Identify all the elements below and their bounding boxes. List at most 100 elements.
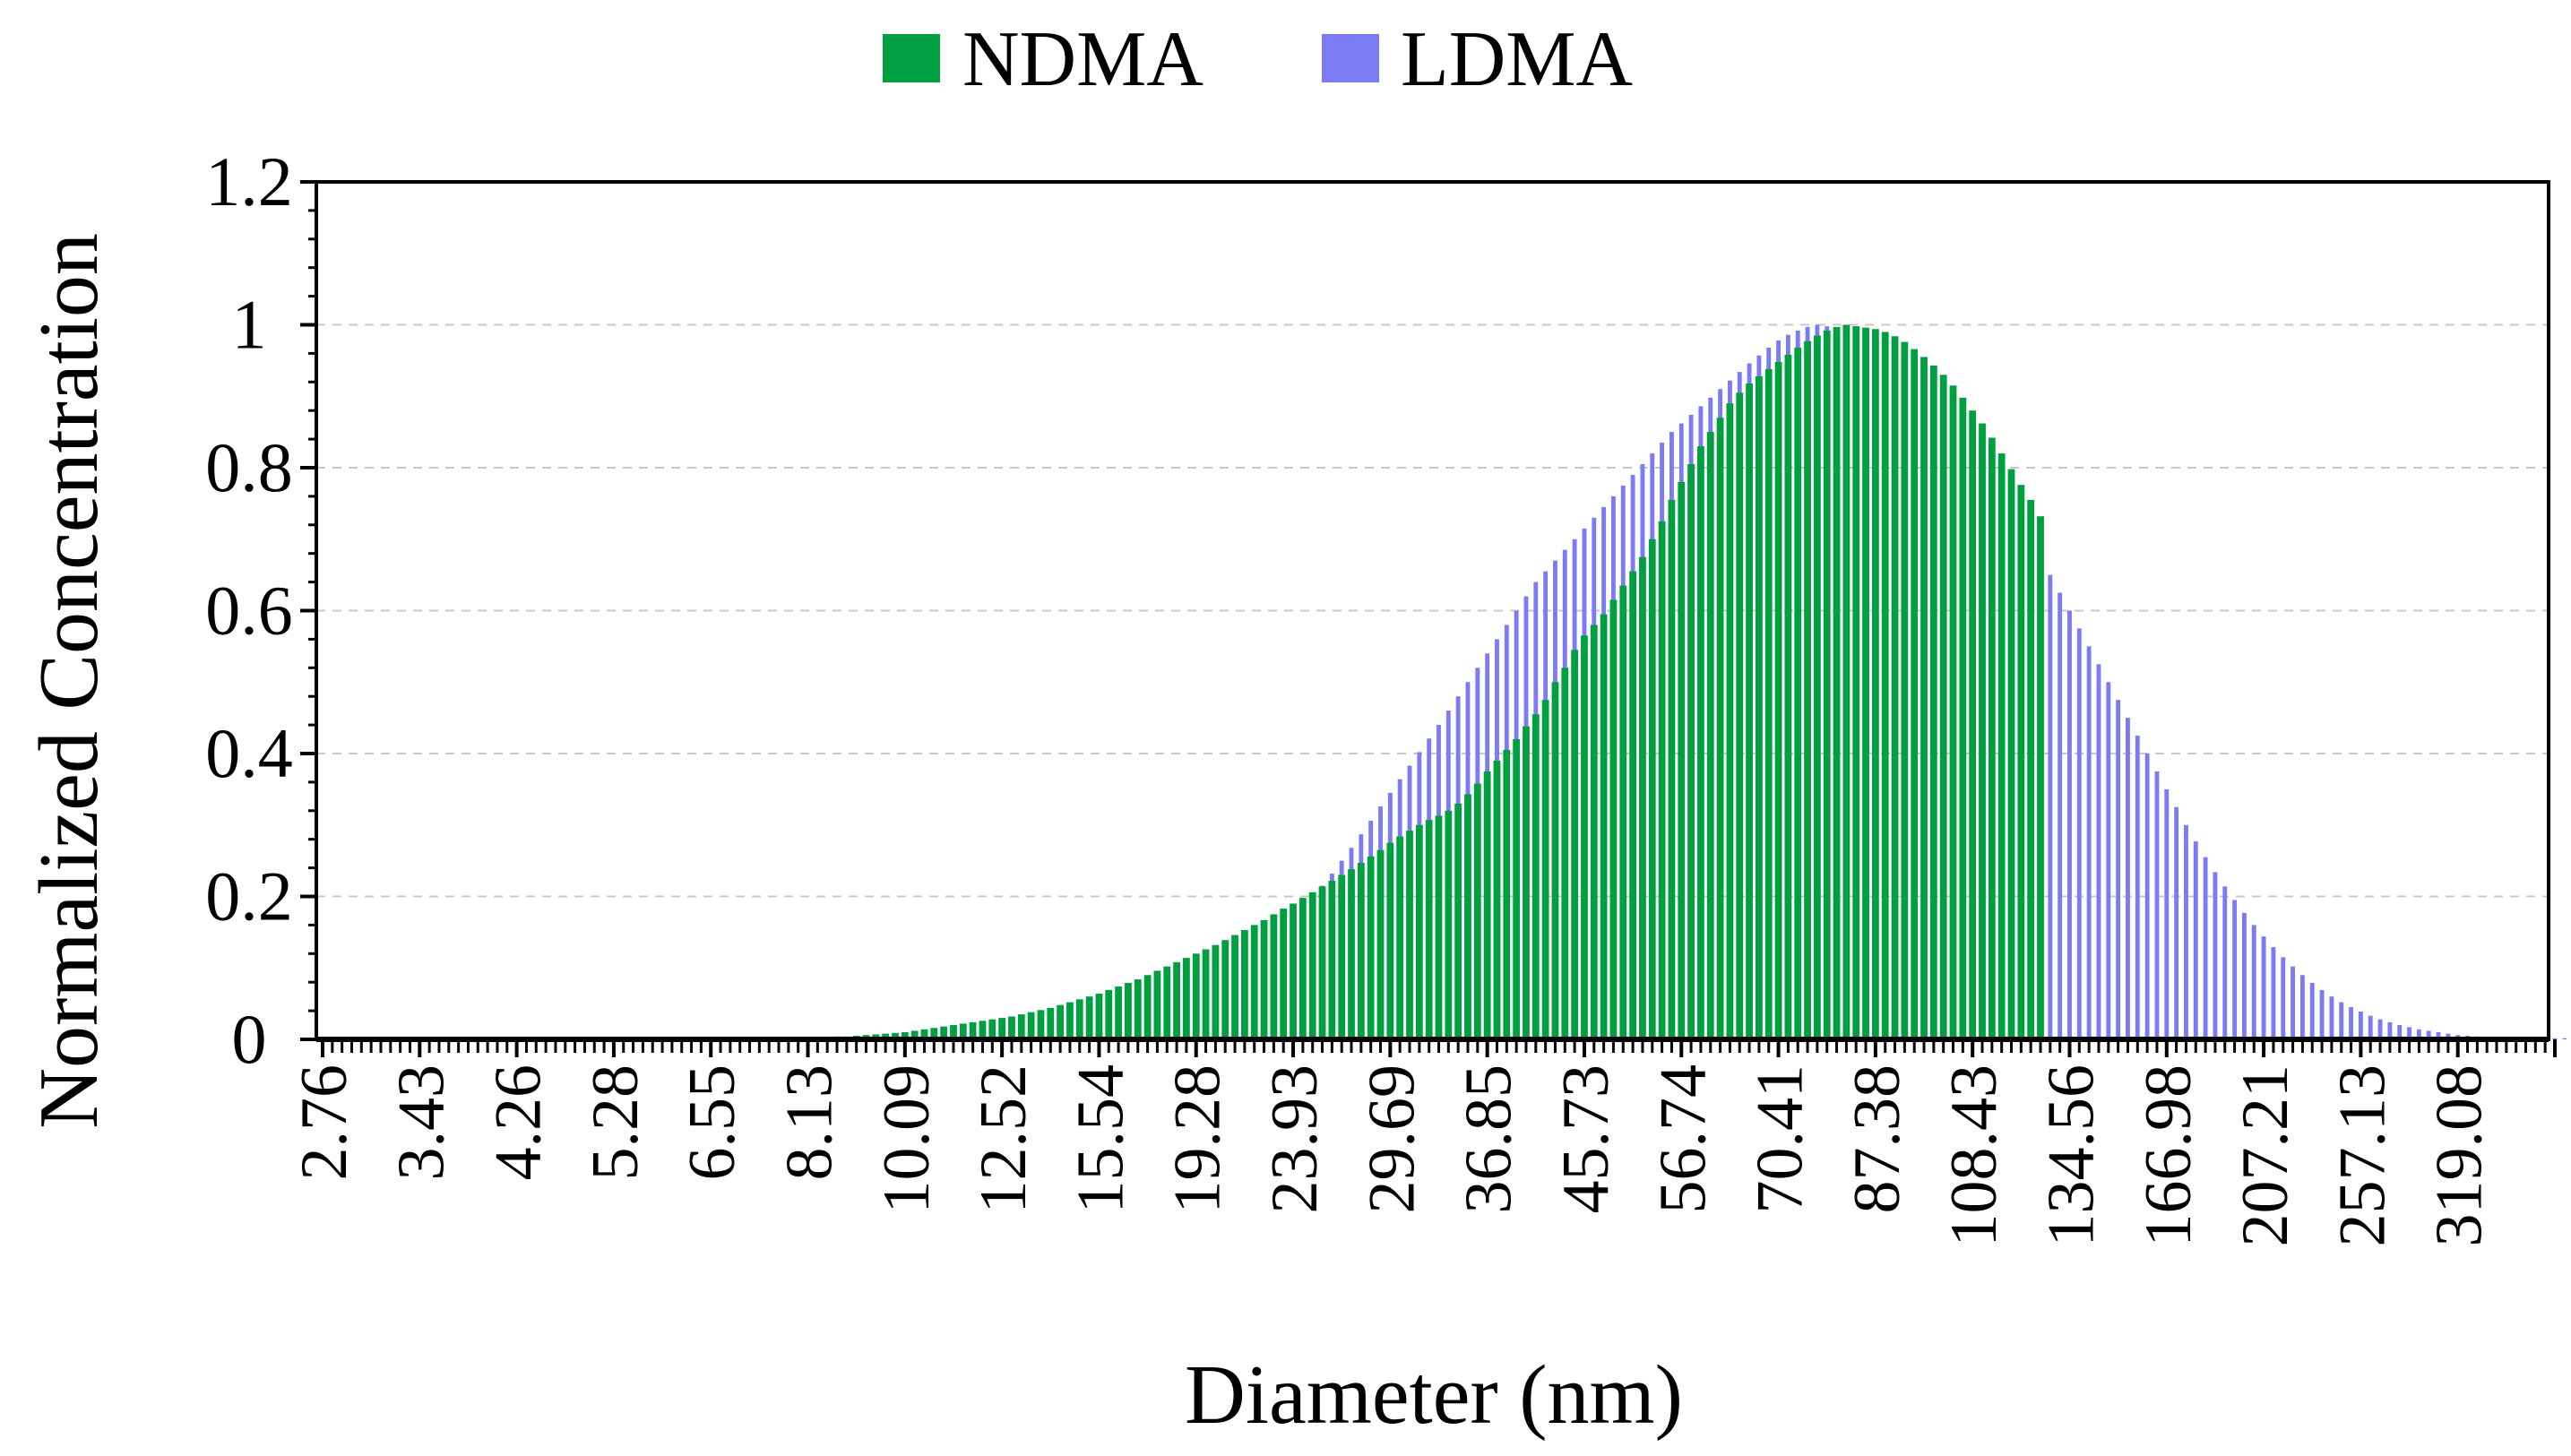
bar-ndma-177	[2037, 516, 2044, 1039]
bar-ldma-179	[2058, 592, 2063, 1039]
x-tick-label-15: 70.41	[1744, 1064, 1817, 1214]
bar-ndma-99	[1280, 909, 1288, 1039]
bar-ldma-215	[2407, 1027, 2411, 1039]
y-tick-label-6: 1.2	[205, 142, 293, 220]
bar-ldma-181	[2076, 628, 2082, 1039]
bar-ndma-76	[1057, 1004, 1065, 1039]
bar-ndma-82	[1115, 986, 1122, 1039]
bar-ldma-208	[2339, 1002, 2344, 1039]
x-tick-label-8: 15.54	[1064, 1064, 1137, 1214]
bar-ndma-112	[1406, 831, 1413, 1039]
bar-ldma-231	[2562, 1038, 2567, 1039]
bar-ldma-216	[2416, 1029, 2421, 1039]
bar-ndma-65	[950, 1025, 957, 1039]
bar-ndma-61	[910, 1030, 919, 1039]
x-tick-label-1: 3.43	[384, 1064, 458, 1181]
bar-ndma-146	[1736, 392, 1744, 1039]
bar-ldma-193	[2193, 841, 2198, 1039]
bar-ndma-116	[1445, 810, 1453, 1039]
bar-ndma-77	[1066, 1002, 1074, 1039]
bar-ndma-133	[1609, 599, 1618, 1039]
x-axis-ticks: 2.76 3.43 4.26 5.28 6.55 8.13 10.09 12.52 15.54 1…	[288, 1039, 2557, 1247]
bar-ldma-185	[2116, 700, 2121, 1039]
bar-ldma-213	[2387, 1021, 2393, 1039]
x-tick-label-0: 2.76	[288, 1064, 361, 1181]
x-tick-label-4: 6.55	[676, 1064, 749, 1181]
bar-ndma-137	[1648, 538, 1656, 1039]
bar-ndma-126	[1541, 700, 1549, 1039]
bars-ndma	[319, 324, 2044, 1040]
bar-ndma-106	[1348, 869, 1355, 1039]
x-tick-label-12: 36.85	[1453, 1064, 1526, 1214]
bar-ldma-207	[2329, 996, 2334, 1039]
bar-ndma-156	[1833, 326, 1841, 1039]
y-axis-ticks: 0 0.2 0.4 0.6 0.8 1 1.2	[205, 142, 316, 1078]
bar-ndma-139	[1668, 499, 1676, 1039]
bar-ndma-67	[969, 1021, 977, 1039]
bar-ndma-74	[1037, 1010, 1045, 1039]
x-axis-title: Diameter (nm)	[1185, 1348, 1683, 1442]
bar-ndma-115	[1435, 815, 1443, 1039]
bar-ndma-96	[1250, 925, 1258, 1039]
bar-ndma-136	[1639, 556, 1646, 1039]
bar-ndma-102	[1308, 892, 1316, 1039]
x-tick-label-7: 12.52	[967, 1064, 1040, 1214]
bar-ndma-154	[1813, 335, 1821, 1040]
x-tick-label-14: 56.74	[1646, 1064, 1720, 1214]
bar-ldma-180	[2067, 610, 2072, 1039]
bar-ndma-60	[901, 1032, 909, 1039]
bar-ndma-165	[1920, 357, 1928, 1039]
bar-ndma-164	[1911, 349, 1919, 1039]
legend: NDMA LDMA	[883, 16, 1633, 103]
bar-ndma-109	[1376, 849, 1385, 1039]
bar-ldma-183	[2096, 664, 2101, 1039]
bar-ndma-107	[1357, 863, 1365, 1039]
bar-ndma-75	[1047, 1007, 1055, 1039]
bar-ndma-66	[959, 1023, 967, 1039]
bar-ndma-160	[1871, 329, 1879, 1039]
bar-ndma-166	[1929, 365, 1937, 1040]
legend-swatch-ldma	[1322, 34, 1379, 82]
bar-ndma-157	[1842, 324, 1851, 1039]
bar-ndma-91	[1202, 949, 1210, 1039]
bar-ndma-69	[988, 1019, 996, 1039]
bar-ndma-173	[1997, 453, 2006, 1039]
bar-ndma-121	[1493, 760, 1501, 1039]
x-tick-label-11: 29.69	[1355, 1064, 1428, 1214]
gridlines	[316, 323, 2549, 898]
bar-ndma-110	[1386, 842, 1394, 1039]
bar-ndma-100	[1290, 903, 1297, 1039]
bar-ndma-170	[1969, 410, 1977, 1039]
bar-ndma-123	[1513, 739, 1521, 1039]
bar-ndma-58	[882, 1033, 890, 1039]
bar-ndma-147	[1746, 383, 1753, 1039]
bar-ndma-62	[920, 1029, 928, 1039]
bar-ndma-70	[998, 1018, 1006, 1039]
bar-ldma-204	[2299, 975, 2305, 1039]
bar-ndma-138	[1658, 521, 1666, 1039]
y-tick-label-3: 0.6	[205, 572, 293, 650]
bar-ldma-230	[2552, 1038, 2558, 1039]
bar-ndma-88	[1173, 961, 1180, 1039]
bar-ndma-90	[1192, 953, 1200, 1039]
bar-ndma-148	[1756, 375, 1763, 1039]
bar-ldma-209	[2349, 1007, 2353, 1039]
bar-ndma-171	[1979, 423, 1986, 1039]
bar-ndma-101	[1298, 898, 1307, 1039]
bar-ndma-113	[1415, 824, 1423, 1039]
bar-ndma-172	[1988, 437, 1996, 1039]
y-tick-label-4: 0.8	[205, 428, 293, 506]
legend-swatch-ndma	[883, 34, 940, 82]
bar-ndma-92	[1212, 944, 1220, 1039]
x-tick-label-22: 319.08	[2423, 1064, 2497, 1247]
bar-ndma-131	[1590, 625, 1598, 1039]
bar-ndma-132	[1600, 614, 1608, 1039]
bar-ldma-187	[2135, 736, 2140, 1039]
y-axis-title: Normalized Concentration	[22, 233, 116, 1129]
bar-ldma-194	[2203, 857, 2208, 1039]
bar-ndma-143	[1706, 432, 1714, 1040]
bar-ndma-167	[1939, 375, 1947, 1039]
bar-ldma-219	[2446, 1033, 2451, 1039]
bar-ldma-218	[2436, 1032, 2441, 1039]
bar-ldma-199	[2251, 925, 2256, 1039]
